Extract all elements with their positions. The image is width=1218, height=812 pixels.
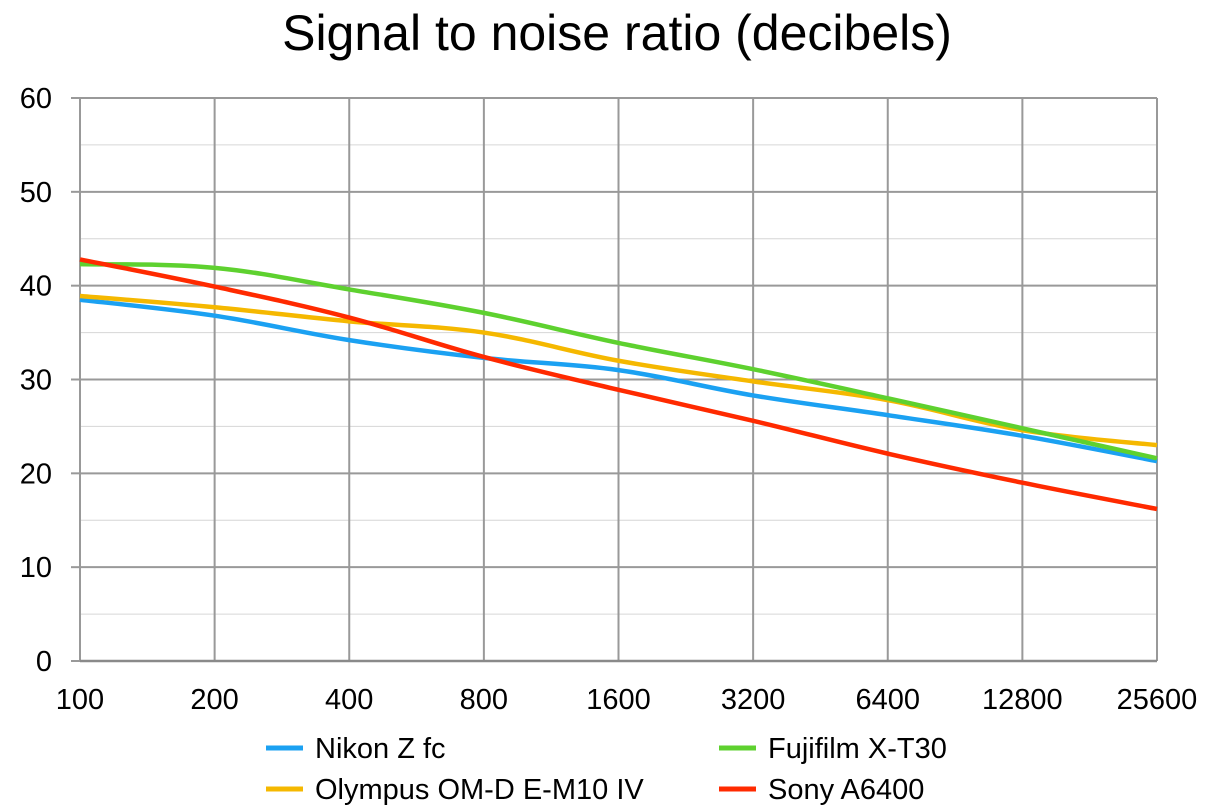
y-tick-label: 30 xyxy=(20,365,52,397)
legend-item-fujifilm-x-t30: Fujifilm X-T30 xyxy=(719,733,947,765)
series-line-nikon-z-fc xyxy=(79,297,1158,464)
legend-item-olympus-om-d-e-m10-iv: Olympus OM-D E-M10 IV xyxy=(266,774,644,806)
legend-label: Olympus OM-D E-M10 IV xyxy=(315,774,644,806)
x-tick-label: 12800 xyxy=(982,684,1063,716)
legend-label: Nikon Z fc xyxy=(315,733,446,765)
series-layer xyxy=(79,257,1158,512)
x-tick-label: 800 xyxy=(460,684,508,716)
x-tick-label: 200 xyxy=(190,684,238,716)
grid-layer xyxy=(79,97,1158,661)
x-tick-label: 25600 xyxy=(1117,684,1198,716)
y-tick-label: 50 xyxy=(20,177,52,209)
ticks-layer: 0 10 20 30 40 50 60 100 200 400 800 1600 3200 6400 128… xyxy=(20,83,1198,716)
x-tick-label: 3200 xyxy=(721,684,786,716)
x-tick-label: 400 xyxy=(325,684,373,716)
y-tick-label: 10 xyxy=(20,552,52,584)
x-tick-label: 100 xyxy=(56,684,104,716)
x-tick-label: 1600 xyxy=(586,684,651,716)
y-tick-label: 40 xyxy=(20,271,52,303)
legend-label: Fujifilm X-T30 xyxy=(768,733,947,765)
legend-item-sony-a6400: Sony A6400 xyxy=(719,774,924,806)
y-tick-label: 0 xyxy=(36,646,52,678)
series-line-fujifilm-x-t30 xyxy=(79,261,1158,461)
legend-label: Sony A6400 xyxy=(768,774,924,806)
x-tick-label: 6400 xyxy=(855,684,920,716)
chart-legend: Nikon Z fc Fujifilm X-T30 Olympus OM-D E-M… xyxy=(266,733,947,806)
y-tick-label: 20 xyxy=(20,458,52,490)
series-line-sony-a6400 xyxy=(79,257,1158,512)
series-line-olympus-om-d-e-m10-iv xyxy=(79,293,1158,448)
y-tick-label: 60 xyxy=(20,83,52,115)
chart-title: Signal to noise ratio (decibels) xyxy=(282,5,952,61)
legend-item-nikon-z-fc: Nikon Z fc xyxy=(266,733,446,765)
